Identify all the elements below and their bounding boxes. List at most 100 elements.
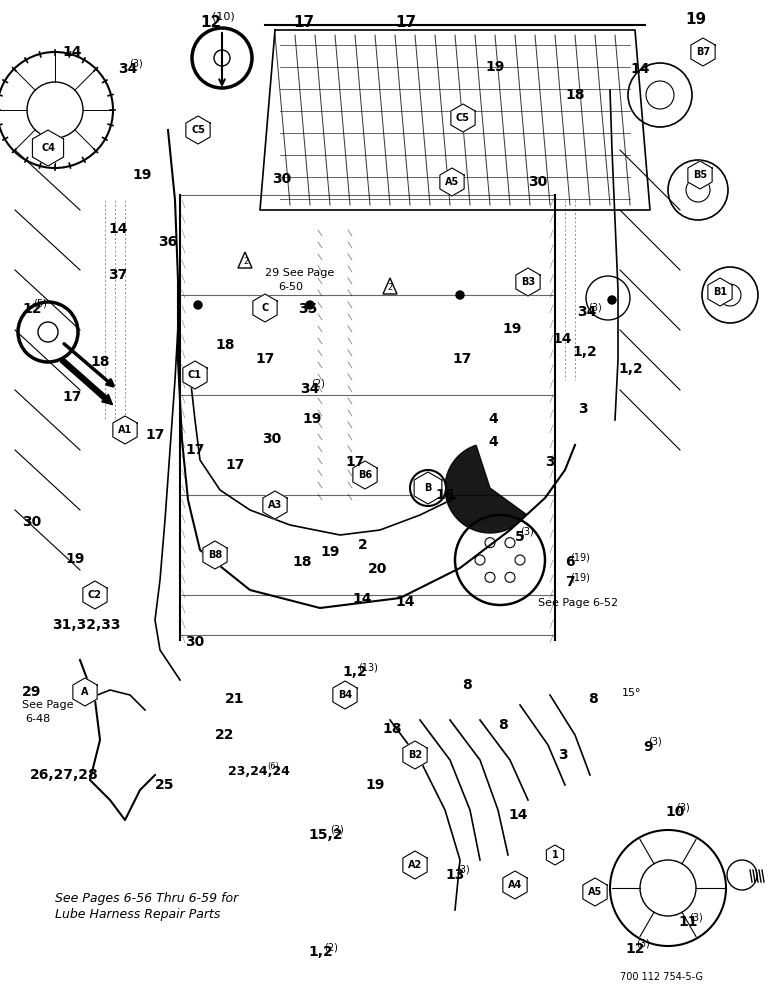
Text: 30: 30 bbox=[262, 432, 281, 446]
Text: 30: 30 bbox=[22, 515, 41, 529]
Text: 22: 22 bbox=[215, 728, 235, 742]
Polygon shape bbox=[451, 104, 475, 132]
Polygon shape bbox=[547, 845, 564, 865]
Circle shape bbox=[191, 126, 199, 134]
Text: 17: 17 bbox=[452, 352, 472, 366]
Text: B2: B2 bbox=[408, 750, 422, 760]
Text: 10: 10 bbox=[665, 805, 684, 819]
Text: 19: 19 bbox=[365, 778, 384, 792]
Text: 2: 2 bbox=[388, 284, 393, 292]
Text: 14: 14 bbox=[508, 808, 527, 822]
Text: 14: 14 bbox=[108, 222, 127, 236]
Text: 35: 35 bbox=[298, 302, 317, 316]
Text: 23,24,24: 23,24,24 bbox=[228, 765, 290, 778]
Text: 20: 20 bbox=[368, 562, 388, 576]
Polygon shape bbox=[263, 491, 287, 519]
Text: (3): (3) bbox=[676, 802, 689, 812]
Polygon shape bbox=[113, 416, 137, 444]
Text: (3): (3) bbox=[588, 302, 601, 312]
Text: A5: A5 bbox=[445, 177, 459, 187]
Circle shape bbox=[261, 304, 269, 312]
Polygon shape bbox=[708, 278, 732, 306]
Text: (2): (2) bbox=[324, 942, 338, 952]
Text: 31,32,33: 31,32,33 bbox=[52, 618, 120, 632]
Text: 34: 34 bbox=[300, 382, 320, 396]
Text: 2: 2 bbox=[358, 538, 367, 552]
Text: 17: 17 bbox=[62, 390, 81, 404]
Text: B1: B1 bbox=[713, 287, 727, 297]
Text: A2: A2 bbox=[408, 860, 422, 870]
Text: 7: 7 bbox=[565, 575, 574, 589]
Circle shape bbox=[608, 296, 616, 304]
Text: 30: 30 bbox=[185, 635, 205, 649]
Polygon shape bbox=[32, 130, 63, 166]
Text: 15,2: 15,2 bbox=[308, 828, 343, 842]
Text: (2): (2) bbox=[311, 379, 325, 389]
Circle shape bbox=[524, 278, 532, 286]
Text: 1,2: 1,2 bbox=[618, 362, 643, 376]
Text: 36: 36 bbox=[158, 235, 178, 249]
Text: 29: 29 bbox=[22, 685, 42, 699]
Circle shape bbox=[194, 301, 202, 309]
Text: C2: C2 bbox=[88, 590, 102, 600]
Text: 37: 37 bbox=[108, 268, 127, 282]
Text: (3): (3) bbox=[456, 865, 469, 875]
Text: 15°: 15° bbox=[622, 688, 642, 698]
Polygon shape bbox=[414, 472, 442, 504]
Text: 3: 3 bbox=[545, 455, 554, 469]
Text: B7: B7 bbox=[696, 47, 710, 57]
Text: (3): (3) bbox=[648, 737, 662, 747]
Text: 17: 17 bbox=[145, 428, 164, 442]
FancyArrow shape bbox=[60, 358, 113, 405]
Text: (19): (19) bbox=[571, 572, 591, 582]
Text: (3): (3) bbox=[129, 59, 143, 69]
Text: See Page: See Page bbox=[22, 700, 73, 710]
Text: 12: 12 bbox=[200, 15, 222, 30]
Text: 19: 19 bbox=[65, 552, 84, 566]
Text: 30: 30 bbox=[528, 175, 547, 189]
Text: (13): (13) bbox=[358, 662, 378, 672]
Text: C4: C4 bbox=[41, 143, 55, 153]
Text: 17: 17 bbox=[225, 458, 245, 472]
Text: 18: 18 bbox=[565, 88, 584, 102]
Polygon shape bbox=[403, 741, 427, 769]
Text: 19: 19 bbox=[502, 322, 521, 336]
Text: 19: 19 bbox=[685, 12, 706, 27]
Text: 19: 19 bbox=[132, 168, 151, 182]
Circle shape bbox=[410, 470, 446, 506]
Polygon shape bbox=[83, 581, 107, 609]
Text: 34: 34 bbox=[118, 62, 137, 76]
Text: 6-50: 6-50 bbox=[278, 282, 303, 292]
Polygon shape bbox=[503, 871, 527, 899]
Text: B5: B5 bbox=[693, 170, 707, 180]
Text: 9: 9 bbox=[643, 740, 652, 754]
Polygon shape bbox=[353, 461, 378, 489]
Text: See Pages 6-56 Thru 6-59 for: See Pages 6-56 Thru 6-59 for bbox=[55, 892, 239, 905]
Text: 19: 19 bbox=[302, 412, 321, 426]
Text: 3: 3 bbox=[578, 402, 587, 416]
Polygon shape bbox=[186, 116, 210, 144]
Text: 14: 14 bbox=[395, 595, 415, 609]
Text: 34: 34 bbox=[577, 305, 597, 319]
Circle shape bbox=[306, 301, 314, 309]
Text: B: B bbox=[425, 483, 432, 493]
Text: B8: B8 bbox=[208, 550, 222, 560]
Polygon shape bbox=[445, 445, 527, 533]
Text: 17: 17 bbox=[185, 443, 205, 457]
Text: 3: 3 bbox=[558, 748, 567, 762]
Polygon shape bbox=[440, 168, 464, 196]
Text: B4: B4 bbox=[338, 690, 352, 700]
Text: 700 112 754-5-G: 700 112 754-5-G bbox=[620, 972, 703, 982]
Polygon shape bbox=[73, 678, 97, 706]
Text: 14: 14 bbox=[552, 332, 571, 346]
Polygon shape bbox=[583, 878, 607, 906]
Polygon shape bbox=[183, 361, 207, 389]
Polygon shape bbox=[203, 541, 227, 569]
Text: C5: C5 bbox=[456, 113, 470, 123]
Text: (5): (5) bbox=[33, 299, 47, 309]
Text: 29 See Page: 29 See Page bbox=[265, 268, 334, 278]
Text: C5: C5 bbox=[191, 125, 205, 135]
Text: 14: 14 bbox=[62, 45, 82, 59]
Text: 19: 19 bbox=[485, 60, 504, 74]
Polygon shape bbox=[691, 38, 715, 66]
